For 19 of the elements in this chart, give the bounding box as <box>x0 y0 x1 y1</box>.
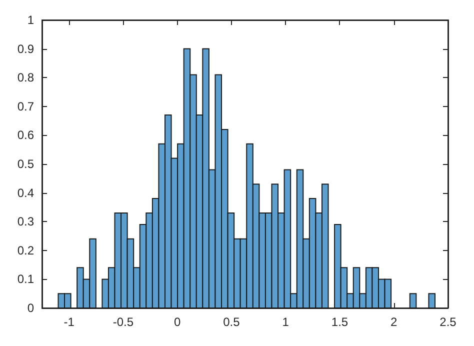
y-tick-label: 0.6 <box>17 128 34 142</box>
y-tick-label: 0.4 <box>17 186 34 200</box>
y-tick-label: 1 <box>27 13 34 27</box>
y-tick-label: 0.3 <box>17 214 34 229</box>
y-tick-label: 0 <box>27 301 34 315</box>
y-tick-label: 0.2 <box>17 243 34 258</box>
y-tick-label: 0.7 <box>17 99 34 114</box>
y-tick-label: 0.8 <box>17 70 34 85</box>
x-tick-label: 0.5 <box>223 315 240 329</box>
x-tick-label: 2.5 <box>440 315 457 329</box>
x-tick-label: 2 <box>390 315 398 329</box>
y-tick-label: 0.9 <box>17 42 34 56</box>
x-tick-label: -1 <box>64 315 75 329</box>
y-tick-label: 0.5 <box>17 157 34 171</box>
x-tick-label: 1.5 <box>331 315 348 329</box>
x-tick-label: -0.5 <box>112 315 134 329</box>
x-tick-label: 1 <box>282 315 290 329</box>
x-tick-label: 0 <box>174 315 181 329</box>
y-tick-label: 0.1 <box>17 272 34 286</box>
